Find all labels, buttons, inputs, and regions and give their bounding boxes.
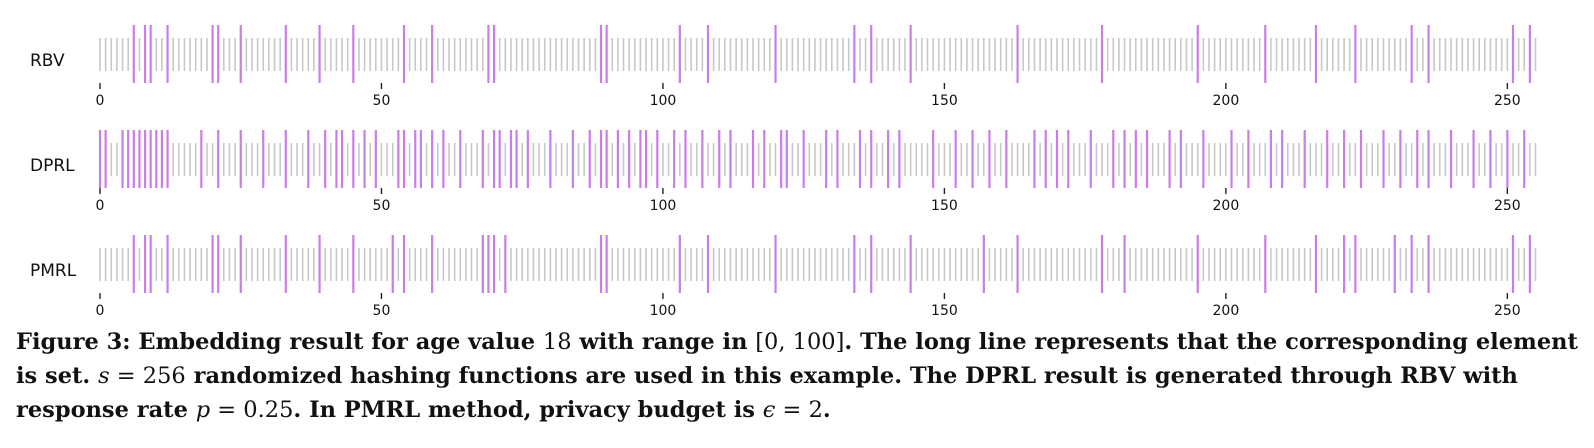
chart-pmrl: PMRL 0 50 100 150 200 250: [30, 235, 1537, 319]
caption-text-c: . The long line represents that the corr…: [16, 329, 1578, 389]
x-tick-label: 100: [650, 303, 677, 319]
x-tick-label: 150: [931, 303, 958, 319]
caption-math-p-var: p: [195, 397, 211, 423]
caption-text-f: .: [822, 397, 831, 423]
caption-math-eps-eq: = 2: [775, 397, 823, 423]
caption-label: Figure 3:: [16, 329, 131, 355]
x-tick-label: 100: [650, 93, 677, 109]
x-tick-label: 0: [96, 198, 105, 214]
series-label: RBV: [30, 51, 65, 71]
x-tick-label: 200: [1213, 303, 1240, 319]
caption-text-b: with range in: [571, 329, 756, 355]
caption-math-range: [0, 100]: [755, 329, 845, 355]
caption-math-eps-var: ϵ: [762, 397, 776, 423]
chart-dprl: DPRL 0 50 100 150 200 250: [30, 130, 1537, 214]
caption-math-age: 18: [542, 329, 572, 355]
caption-math-p-eq: = 0.25: [210, 397, 294, 423]
x-tick-label: 100: [650, 198, 677, 214]
caption-math-s-eq: = 256: [109, 363, 186, 389]
x-tick-label: 50: [373, 303, 391, 319]
chart-rbv: RBV 0 50 100 150 200 250: [30, 25, 1537, 109]
x-tick-label: 250: [1494, 93, 1521, 109]
x-tick-label: 250: [1494, 303, 1521, 319]
series-label: PMRL: [30, 261, 77, 281]
x-tick-label: 150: [931, 93, 958, 109]
x-tick-label: 0: [96, 93, 105, 109]
caption-math-s-var: s: [98, 363, 110, 389]
series-label: DPRL: [30, 156, 75, 176]
x-tick-label: 50: [373, 93, 391, 109]
caption-text-d: randomized hashing functions are used in…: [16, 363, 1518, 423]
x-tick-label: 200: [1213, 198, 1240, 214]
x-tick-label: 0: [96, 303, 105, 319]
x-tick-label: 200: [1213, 93, 1240, 109]
caption-text-e: . In PMRL method, privacy budget is: [293, 397, 763, 423]
x-tick-label: 250: [1494, 198, 1521, 214]
figure-caption: Figure 3: Embedding result for age value…: [16, 325, 1578, 427]
caption-text-a: Embedding result for age value: [130, 329, 543, 355]
x-tick-label: 150: [931, 198, 958, 214]
x-tick-label: 50: [373, 198, 391, 214]
